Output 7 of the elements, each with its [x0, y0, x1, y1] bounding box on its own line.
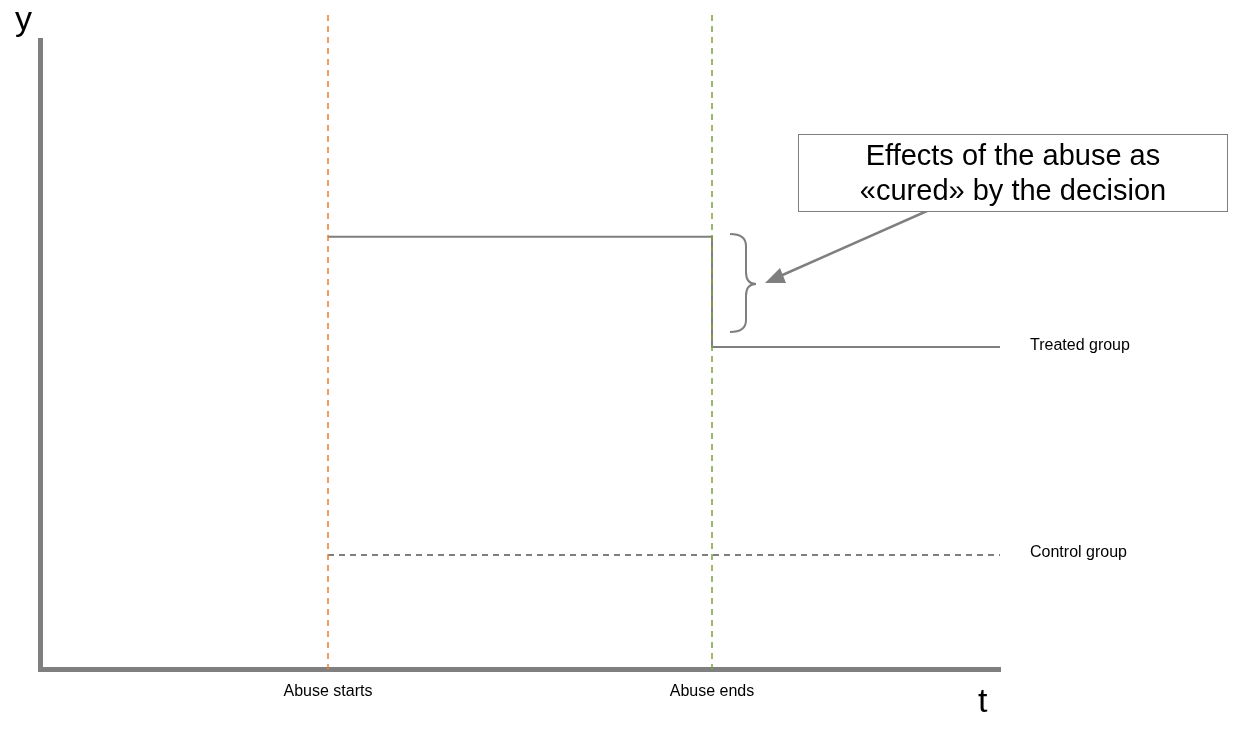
series-label: Control group [1030, 543, 1128, 561]
x-tick-label: Abuse starts [283, 681, 373, 699]
x-axis-title: t [978, 680, 988, 719]
text: y [15, 0, 32, 37]
text: Effects of the abuse as «cured» by the decision [798, 134, 1228, 212]
series-label: Treated group [1030, 335, 1131, 353]
x-tick-label: Abuse ends [669, 681, 755, 699]
